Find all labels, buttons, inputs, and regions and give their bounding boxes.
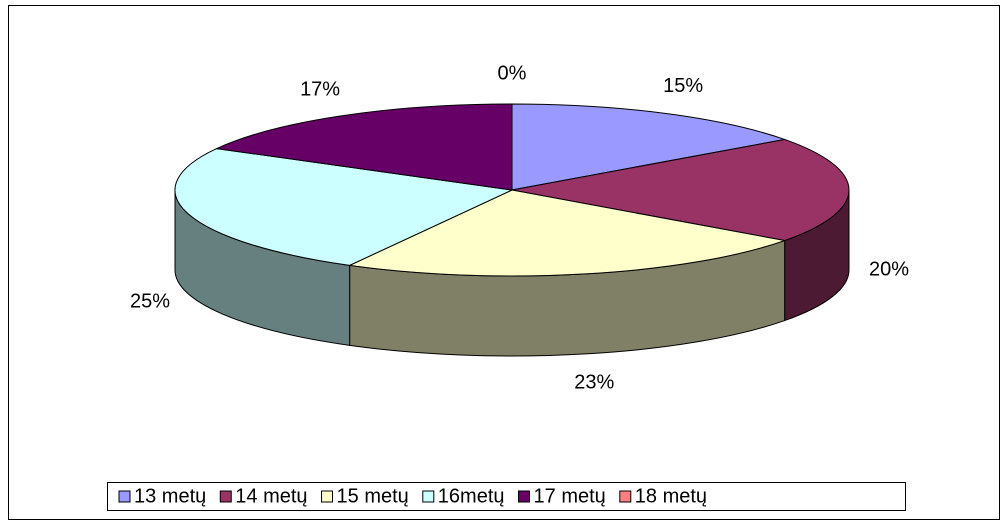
data-label: 17% bbox=[300, 78, 340, 100]
data-label: 25% bbox=[130, 291, 170, 313]
pie-slice bbox=[174, 148, 514, 266]
pie-slice bbox=[347, 189, 787, 277]
legend-label: 15 metų bbox=[337, 485, 409, 507]
legend-label: 16metų bbox=[438, 485, 505, 507]
legend-box bbox=[107, 482, 906, 511]
legend-swatch bbox=[219, 490, 232, 503]
legend-label: 17 metų bbox=[534, 485, 606, 507]
legend-swatch bbox=[619, 490, 632, 503]
legend-swatch bbox=[518, 490, 531, 503]
pie-slice bbox=[511, 103, 787, 191]
data-label: 20% bbox=[869, 258, 909, 280]
pie-slice bbox=[214, 103, 513, 191]
legend-swatch bbox=[118, 490, 131, 503]
legend-swatch bbox=[321, 490, 334, 503]
legend-label: 13 metų bbox=[134, 485, 206, 507]
legend-label: 18 metų bbox=[635, 485, 707, 507]
pie-slice bbox=[511, 138, 850, 242]
legend-swatch bbox=[422, 490, 435, 503]
legend-label: 14 metų bbox=[235, 485, 307, 507]
data-label: 23% bbox=[574, 371, 614, 393]
data-label: 15% bbox=[663, 75, 703, 97]
data-label: 0% bbox=[498, 62, 527, 84]
